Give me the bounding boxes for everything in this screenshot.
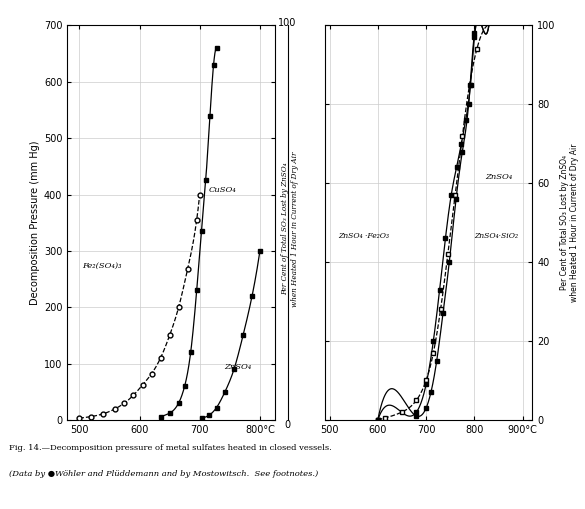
Text: ZnSO₄: ZnSO₄: [485, 173, 512, 181]
Text: ZnSO₄·SiO₂: ZnSO₄·SiO₂: [474, 233, 518, 240]
Text: CuSO₄: CuSO₄: [209, 186, 236, 194]
Text: Fig. 14.—Decomposition pressure of metal sulfates heated in closed vessels.: Fig. 14.—Decomposition pressure of metal…: [9, 444, 332, 453]
Text: 0: 0: [284, 420, 290, 430]
Text: (Data by ●Wöhler and Plüddemann and by Mostowitsch.  See footnotes.): (Data by ●Wöhler and Plüddemann and by M…: [9, 470, 318, 478]
Text: Fe₂(SO₄)₃: Fe₂(SO₄)₃: [82, 262, 122, 270]
Text: ZnSO₄: ZnSO₄: [224, 363, 251, 371]
Y-axis label: Decomposition Pressure (mm Hg): Decomposition Pressure (mm Hg): [30, 140, 40, 305]
Text: ZnSO₄ ·Fe₂O₃: ZnSO₄ ·Fe₂O₃: [338, 233, 389, 240]
Text: Per Cent of Total SO₃ Lost by ZnSO₄
when Heated 1 Hour in Current of Dry Air: Per Cent of Total SO₃ Lost by ZnSO₄ when…: [281, 151, 299, 307]
Y-axis label: Per Cent of Total SO₃ Lost by ZnSO₄
when Heated 1 Hour in Current of Dry Air: Per Cent of Total SO₃ Lost by ZnSO₄ when…: [560, 144, 579, 302]
Text: 100: 100: [278, 18, 297, 28]
